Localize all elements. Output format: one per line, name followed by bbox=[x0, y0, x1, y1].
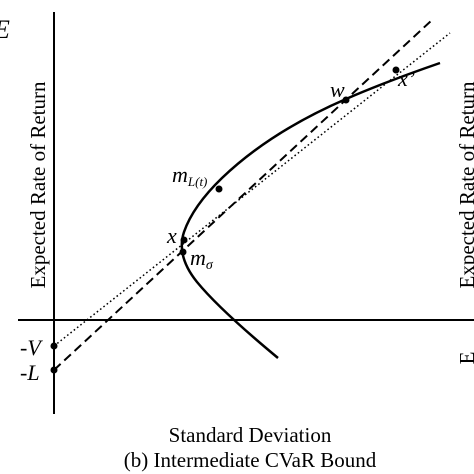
point-x-prime bbox=[392, 66, 400, 74]
tick-label-minus-l: -L bbox=[20, 360, 40, 385]
label-m-l-t: mL(t) bbox=[172, 162, 207, 189]
tick-label-minus-v: -V bbox=[20, 335, 43, 360]
point-w bbox=[342, 96, 350, 104]
clipped-axis-letter: E bbox=[0, 15, 10, 44]
x-axis-label: Standard Deviation bbox=[169, 423, 332, 447]
point-minus-v bbox=[50, 342, 58, 350]
figure-caption: (b) Intermediate CVaR Bound bbox=[124, 448, 377, 472]
label-x-prime: x’ bbox=[397, 66, 415, 91]
dashed-capital-market-line bbox=[54, 19, 433, 371]
label-x: x bbox=[166, 223, 177, 248]
y-axis-label: Expected Rate of Return bbox=[26, 81, 50, 289]
point-m-sigma bbox=[179, 248, 187, 256]
label-m-sigma: mσ bbox=[190, 245, 214, 273]
right-panel-ylabel-fragment: Expected Rate of Return bbox=[455, 81, 474, 289]
plot-area bbox=[54, 19, 451, 371]
point-minus-l bbox=[50, 366, 58, 374]
point-x bbox=[180, 236, 188, 244]
dotted-tangent-line bbox=[54, 32, 451, 347]
frontier-curve bbox=[180, 61, 441, 359]
right-panel-fragment: E bbox=[455, 352, 474, 365]
label-w: w bbox=[330, 77, 345, 102]
point-m-l-t bbox=[215, 185, 223, 193]
